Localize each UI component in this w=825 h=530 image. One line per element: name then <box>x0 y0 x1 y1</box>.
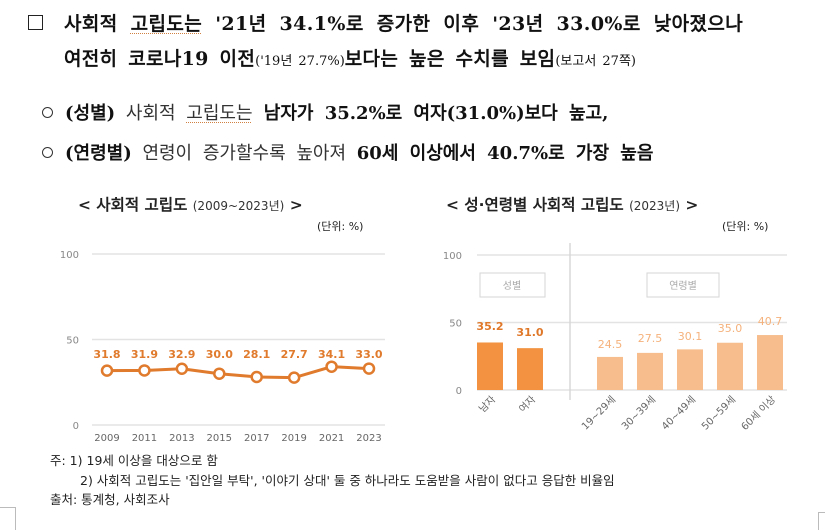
data-label: 40.7 <box>758 315 783 328</box>
circle-bullet-icon <box>42 146 53 158</box>
x-tick-label: 남자 <box>477 394 499 416</box>
data-point-marker <box>175 362 189 375</box>
x-tick-label: 2013 <box>169 433 194 444</box>
group-label-box <box>479 272 546 298</box>
data-label: 34.1 <box>318 348 345 361</box>
x-tick-label: 2023 <box>356 433 381 444</box>
footnote-2: 2) 사회적 고립도는 '집안일 부탁', '이야기 상대' 둘 중 하나라도 … <box>80 473 615 488</box>
bullet-age: (연령별) 연령이 증가할수록 높아져 60세 이상에서 40.7%로 가장 높… <box>42 139 653 165</box>
x-tick-label: 2017 <box>244 433 269 444</box>
data-label: 32.9 <box>168 348 195 361</box>
bar <box>677 349 703 390</box>
chart-title-sub: (2023년) <box>629 199 681 213</box>
summary-small-text: ('19년 27.7%) <box>255 54 345 69</box>
y-tick-label: 0 <box>73 421 79 432</box>
data-point-marker <box>138 364 151 377</box>
x-tick-label: 30~39세 <box>619 394 658 433</box>
data-label: 31.8 <box>93 348 120 361</box>
summary-text: 사회적 <box>64 13 131 35</box>
x-tick-label: 2015 <box>207 433 232 444</box>
line-chart-title: < 사회적 고립도 (2009~2023년) > <box>78 193 303 215</box>
bar <box>517 348 543 390</box>
y-tick-label: 100 <box>443 251 462 262</box>
data-label: 30.1 <box>678 330 703 343</box>
bullet-text: 사회적 <box>115 103 187 124</box>
y-tick-label: 0 <box>456 386 462 397</box>
summary-line-1: 사회적 고립도는 '21년 34.1%로 증가한 이후 '23년 33.0%로 … <box>64 9 743 36</box>
chart-title-sub: (2009~2023년) <box>192 199 285 213</box>
chart-title-main: < 사회적 고립도 <box>78 196 193 214</box>
bar <box>477 342 503 390</box>
square-bullet-icon <box>28 15 43 30</box>
x-tick-label: 19~29세 <box>579 394 618 433</box>
report-page-ref: (보고서 27쪽) <box>555 54 636 69</box>
page-corner-mark <box>818 512 825 530</box>
chart-title-end: > <box>680 196 699 214</box>
bullet-tag: (연령별) <box>65 143 132 164</box>
bullet-underlined-text: 고립도는 <box>186 103 253 124</box>
group-label-age: 연령별 <box>669 280 697 292</box>
bar <box>757 335 783 390</box>
bullet-text: 남자가 35.2%로 여자(31.0%)보다 높고, <box>252 103 609 124</box>
x-tick-label: 50~59세 <box>699 394 738 433</box>
data-label: 30.0 <box>206 348 233 361</box>
data-label: 31.0 <box>516 326 543 339</box>
bar <box>597 356 623 390</box>
x-tick-label: 2011 <box>132 433 157 444</box>
bar <box>717 342 743 390</box>
data-label: 35.0 <box>718 322 743 335</box>
data-point-marker <box>250 370 263 384</box>
x-tick-label: 2019 <box>281 433 306 444</box>
x-tick-label: 2009 <box>94 433 119 444</box>
y-tick-label: 50 <box>449 319 462 330</box>
chart-title-main: < 성·연령별 사회적 고립도 <box>446 196 630 214</box>
footnote-1: 주: 1) 19세 이상을 대상으로 함 <box>50 453 218 468</box>
page-corner-mark <box>0 507 16 530</box>
line-chart-unit: (단위: %) <box>317 220 364 233</box>
bullet-sex: (성별) 사회적 고립도는 남자가 35.2%로 여자(31.0%)보다 높고, <box>42 99 608 125</box>
group-label-box <box>646 272 720 298</box>
x-tick-label: 여자 <box>517 394 539 416</box>
data-point-marker <box>325 360 338 373</box>
circle-bullet-icon <box>42 106 53 118</box>
data-label: 27.7 <box>281 348 308 361</box>
summary-underlined-text: 고립도는 <box>130 13 203 35</box>
data-point-marker <box>100 364 114 377</box>
bar <box>637 352 663 390</box>
bullet-text: 연령이 증가할수록 높아져 <box>131 143 357 164</box>
data-point-marker <box>362 362 376 375</box>
summary-text: '21년 34.1%로 증가한 이후 '23년 33.0%로 낮아졌으나 <box>202 13 744 35</box>
chart-title-end: > <box>284 196 303 214</box>
bar-chart-unit: (단위: %) <box>722 220 769 233</box>
summary-text: 보다는 높은 수치를 보임 <box>344 48 556 70</box>
source-note: 출처: 통계청, 사회조사 <box>50 492 170 507</box>
summary-text: 여전히 코로나19 이전 <box>64 48 256 70</box>
data-label: 28.1 <box>243 348 270 361</box>
bar-chart-title: < 성·연령별 사회적 고립도 (2023년) > <box>446 193 698 215</box>
data-label: 31.9 <box>131 348 158 361</box>
data-point-marker <box>287 371 301 384</box>
data-label: 33.0 <box>355 348 382 361</box>
x-tick-label: 2021 <box>319 433 344 444</box>
y-tick-label: 50 <box>66 336 79 347</box>
summary-line-2: 여전히 코로나19 이전('19년 27.7%)보다는 높은 수치를 보임(보고… <box>64 44 636 71</box>
data-label: 27.5 <box>638 332 663 345</box>
bullet-text: 60세 이상에서 40.7%로 가장 높음 <box>356 143 654 164</box>
x-tick-label: 40~49세 <box>659 394 698 433</box>
data-point-marker <box>213 367 226 380</box>
data-label: 35.2 <box>476 320 503 333</box>
y-tick-label: 100 <box>60 250 79 261</box>
data-label: 24.5 <box>598 338 623 351</box>
bullet-tag: (성별) <box>65 103 116 124</box>
group-label-sex: 성별 <box>503 280 521 292</box>
x-tick-label: 60세 이상 <box>739 394 778 433</box>
